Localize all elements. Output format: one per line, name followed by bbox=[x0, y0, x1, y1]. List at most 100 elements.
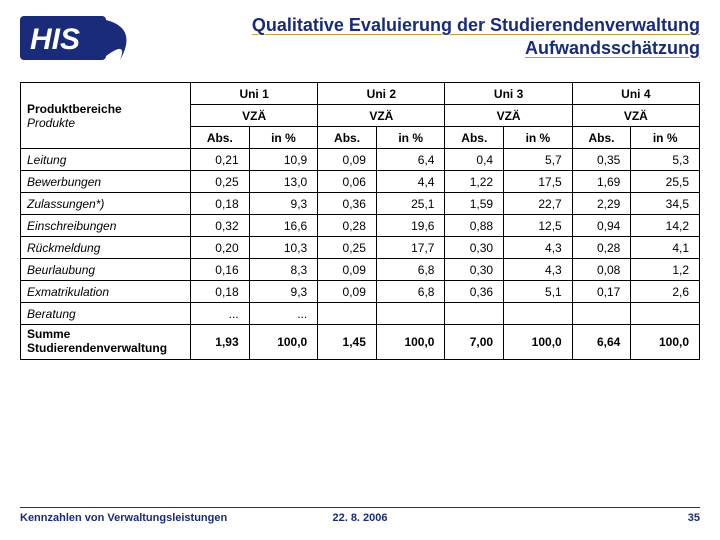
cell-pct: 9,3 bbox=[249, 281, 318, 303]
cell-abs: 0,88 bbox=[445, 215, 504, 237]
cell-abs: 0,21 bbox=[191, 149, 250, 171]
cell-abs: 0,36 bbox=[445, 281, 504, 303]
table-container: Produktbereiche Produkte Uni 1 Uni 2 Uni… bbox=[20, 82, 700, 360]
sum-abs: 1,93 bbox=[191, 325, 250, 360]
cell-pct: 10,9 bbox=[249, 149, 318, 171]
data-table: Produktbereiche Produkte Uni 1 Uni 2 Uni… bbox=[20, 82, 700, 360]
cell-pct: 4,1 bbox=[631, 237, 700, 259]
sum-pct: 100,0 bbox=[504, 325, 573, 360]
cell-pct: 25,1 bbox=[376, 193, 445, 215]
row-label: Rückmeldung bbox=[21, 237, 191, 259]
cell-abs: 0,94 bbox=[572, 215, 631, 237]
cell-abs: 1,69 bbox=[572, 171, 631, 193]
col-header-uni4: Uni 4 bbox=[572, 83, 699, 105]
cell-abs: 0,16 bbox=[191, 259, 250, 281]
vza-1: VZÄ bbox=[191, 105, 318, 127]
col-header-uni2: Uni 2 bbox=[318, 83, 445, 105]
footer-date: 22. 8. 2006 bbox=[247, 512, 474, 524]
cell-abs: 0,4 bbox=[445, 149, 504, 171]
cell-abs: 0,28 bbox=[318, 215, 377, 237]
cell-pct: 25,5 bbox=[631, 171, 700, 193]
table-row: Zulassungen*)0,189,30,3625,11,5922,72,29… bbox=[21, 193, 700, 215]
cell-pct: 17,7 bbox=[376, 237, 445, 259]
cell-abs: 0,20 bbox=[191, 237, 250, 259]
cell-pct: 9,3 bbox=[249, 193, 318, 215]
sum-abs: 1,45 bbox=[318, 325, 377, 360]
row-label: Zulassungen*) bbox=[21, 193, 191, 215]
cell-abs: 0,30 bbox=[445, 237, 504, 259]
cell-pct: 34,5 bbox=[631, 193, 700, 215]
cell-abs: 0,09 bbox=[318, 281, 377, 303]
sum-row: SummeStudierendenverwaltung1,93100,01,45… bbox=[21, 325, 700, 360]
table-row: Einschreibungen0,3216,60,2819,60,8812,50… bbox=[21, 215, 700, 237]
cell-pct: 5,7 bbox=[504, 149, 573, 171]
sum-label: SummeStudierendenverwaltung bbox=[21, 325, 191, 360]
cell-pct bbox=[376, 303, 445, 325]
vza-3: VZÄ bbox=[445, 105, 572, 127]
cell-abs: 0,08 bbox=[572, 259, 631, 281]
cell-abs: 0,36 bbox=[318, 193, 377, 215]
footer: Kennzahlen von Verwaltungsleistungen 22.… bbox=[20, 507, 700, 524]
footer-left: Kennzahlen von Verwaltungsleistungen bbox=[20, 512, 247, 524]
pct-4: in % bbox=[631, 127, 700, 149]
cell-pct: 1,2 bbox=[631, 259, 700, 281]
cell-abs bbox=[445, 303, 504, 325]
cell-abs: 2,29 bbox=[572, 193, 631, 215]
cell-abs: 1,22 bbox=[445, 171, 504, 193]
cell-pct: 2,6 bbox=[631, 281, 700, 303]
cell-pct: ... bbox=[249, 303, 318, 325]
cell-abs bbox=[572, 303, 631, 325]
cell-abs: 0,30 bbox=[445, 259, 504, 281]
cell-abs: 0,32 bbox=[191, 215, 250, 237]
cell-abs: 0,18 bbox=[191, 193, 250, 215]
sum-pct: 100,0 bbox=[249, 325, 318, 360]
his-logo: HIS bbox=[20, 12, 140, 68]
cell-pct: 22,7 bbox=[504, 193, 573, 215]
cell-pct: 10,3 bbox=[249, 237, 318, 259]
cell-pct: 16,6 bbox=[249, 215, 318, 237]
cell-abs: 0,25 bbox=[318, 237, 377, 259]
row-label: Einschreibungen bbox=[21, 215, 191, 237]
col-header-uni3: Uni 3 bbox=[445, 83, 572, 105]
cell-pct: 6,4 bbox=[376, 149, 445, 171]
svg-text:HIS: HIS bbox=[30, 23, 80, 56]
pct-2: in % bbox=[376, 127, 445, 149]
sum-pct: 100,0 bbox=[631, 325, 700, 360]
table-row: Beratung...... bbox=[21, 303, 700, 325]
cell-abs: 0,09 bbox=[318, 149, 377, 171]
cell-pct: 13,0 bbox=[249, 171, 318, 193]
cell-pct: 4,4 bbox=[376, 171, 445, 193]
slide: HIS Qualitative Evaluierung der Studiere… bbox=[0, 0, 720, 540]
table-row: Rückmeldung0,2010,30,2517,70,304,30,284,… bbox=[21, 237, 700, 259]
footer-page: 35 bbox=[473, 512, 700, 524]
cell-pct: 17,5 bbox=[504, 171, 573, 193]
sum-abs: 7,00 bbox=[445, 325, 504, 360]
row-label: Beurlaubung bbox=[21, 259, 191, 281]
sum-abs: 6,64 bbox=[572, 325, 631, 360]
title-line-2: Aufwandsschätzung bbox=[152, 37, 700, 60]
cell-abs: 0,06 bbox=[318, 171, 377, 193]
abs-2: Abs. bbox=[318, 127, 377, 149]
cell-pct: 5,1 bbox=[504, 281, 573, 303]
pct-3: in % bbox=[504, 127, 573, 149]
table-row: Bewerbungen0,2513,00,064,41,2217,51,6925… bbox=[21, 171, 700, 193]
sum-pct: 100,0 bbox=[376, 325, 445, 360]
title-block: Qualitative Evaluierung der Studierenden… bbox=[152, 12, 700, 59]
vza-2: VZÄ bbox=[318, 105, 445, 127]
table-row: Beurlaubung0,168,30,096,80,304,30,081,2 bbox=[21, 259, 700, 281]
cell-pct: 6,8 bbox=[376, 259, 445, 281]
cell-pct bbox=[504, 303, 573, 325]
cell-pct: 19,6 bbox=[376, 215, 445, 237]
cell-pct: 4,3 bbox=[504, 259, 573, 281]
row-label: Leitung bbox=[21, 149, 191, 171]
cell-abs: 1,59 bbox=[445, 193, 504, 215]
cell-pct: 12,5 bbox=[504, 215, 573, 237]
abs-4: Abs. bbox=[572, 127, 631, 149]
table-body: Leitung0,2110,90,096,40,45,70,355,3Bewer… bbox=[21, 149, 700, 360]
cell-pct: 14,2 bbox=[631, 215, 700, 237]
cell-abs: ... bbox=[191, 303, 250, 325]
cell-abs: 0,17 bbox=[572, 281, 631, 303]
title-line-1: Qualitative Evaluierung der Studierenden… bbox=[152, 14, 700, 37]
cell-pct bbox=[631, 303, 700, 325]
cell-abs: 0,35 bbox=[572, 149, 631, 171]
